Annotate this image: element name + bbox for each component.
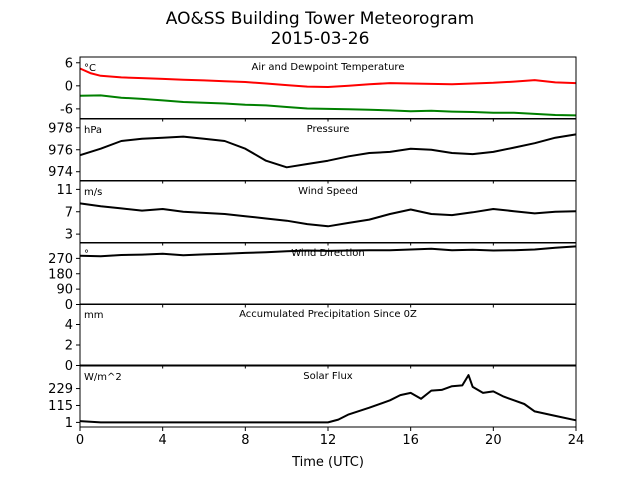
panel-label: Solar Flux: [303, 371, 353, 382]
panel-label: Pressure: [307, 124, 350, 135]
y-tick-label: 0: [65, 359, 73, 374]
y-tick-label: 7: [65, 205, 73, 220]
panel-solar-flux: 229 115 1 W/m^2 Solar Flux: [48, 365, 577, 431]
panel-label: Accumulated Precipitation Since 0Z: [239, 309, 417, 320]
y-tick-label: -6: [60, 102, 73, 117]
y-tick-label: 229: [48, 382, 73, 397]
panel-unit: °: [84, 249, 89, 260]
y-tick-label: 0: [65, 298, 73, 313]
chart-title: AO&SS Building Tower Meteorogram: [166, 9, 474, 29]
series-line-1: [79, 245, 577, 258]
y-tick-label: 3: [65, 228, 73, 243]
series-line-2: [79, 94, 577, 117]
x-tick-label: 20: [485, 433, 502, 448]
x-tick-label: 24: [568, 433, 585, 448]
series-line-1: [79, 374, 577, 424]
y-tick-label: 11: [56, 183, 73, 198]
x-axis-label: Time (UTC): [291, 455, 364, 470]
panel-frame: [79, 365, 577, 428]
series-line-1: [79, 202, 577, 228]
x-tick-label: 8: [241, 433, 249, 448]
x-tick-label: 0: [76, 433, 84, 448]
y-tick-label: 978: [48, 121, 73, 136]
panel-label: Wind Speed: [298, 186, 358, 197]
panel-unit: hPa: [84, 125, 102, 136]
x-tick-label: 12: [320, 433, 337, 448]
panel-unit: m/s: [84, 187, 102, 198]
panel-label: Wind Direction: [291, 248, 365, 259]
panel-unit: W/m^2: [84, 372, 122, 383]
panel-unit: mm: [84, 310, 103, 321]
y-tick-label: 115: [48, 399, 73, 414]
x-tick-label: 4: [159, 433, 167, 448]
series-line-1: [79, 67, 577, 88]
y-tick-label: 4: [65, 318, 73, 333]
y-tick-label: 0: [65, 79, 73, 94]
y-tick-label: 180: [48, 267, 73, 282]
x-tick-label: 16: [402, 433, 419, 448]
y-tick-label: 2: [65, 339, 73, 354]
series-line-1: [79, 133, 577, 169]
y-tick-label: 270: [48, 252, 73, 267]
panel-air-and-dewpoint-temperature: 6 0 -6 °C Air and Dewpoint Temperature: [60, 56, 577, 122]
panels-group: 6 0 -6 °C Air and Dewpoint Temperature 978 976…: [48, 56, 577, 431]
x-axis: 0 4 8 12 16 20 24: [76, 433, 584, 448]
y-tick-label: 6: [65, 56, 73, 71]
y-tick-label: 90: [56, 283, 73, 298]
panel-label: Air and Dewpoint Temperature: [252, 62, 405, 73]
chart-subtitle: 2015-03-26: [271, 29, 370, 49]
y-tick-label: 1: [65, 416, 73, 431]
y-tick-label: 974: [48, 165, 73, 180]
y-tick-label: 976: [48, 143, 73, 158]
panel-unit: °C: [84, 63, 96, 74]
